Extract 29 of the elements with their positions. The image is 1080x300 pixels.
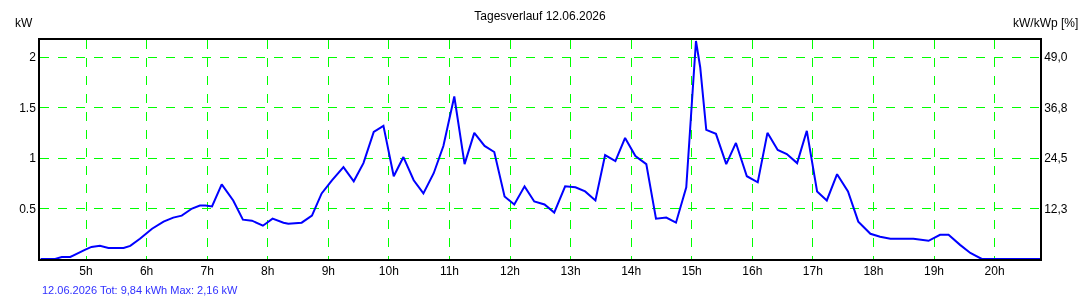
x-tick-label: 20h: [984, 264, 1005, 279]
text: 12.06.2026 Tot: 9,84 kWh Max: 2,16 kW: [42, 284, 239, 296]
y2-tick-label: 24,5: [1044, 151, 1068, 166]
y2-tick-label: 49,0: [1044, 50, 1068, 65]
x-tick-label: 17h: [802, 264, 823, 279]
x-tick-label: 6h: [139, 264, 154, 279]
chart-title: Tagesverlauf 12.06.2026: [474, 9, 607, 24]
line-series: [40, 40, 1040, 259]
x-tick-label: 10h: [378, 264, 399, 279]
x-tick-label: 11h: [439, 264, 460, 279]
y-tick-label: 0.5: [19, 201, 37, 216]
x-tick-label: 13h: [560, 264, 581, 279]
x-tick-label: 18h: [863, 264, 884, 279]
y-tick-label: 1.5: [19, 100, 37, 115]
x-tick-label: 16h: [742, 264, 763, 279]
x-tick-label: 5h: [79, 264, 93, 279]
y2-axis-title: kW/kWp [%]: [1013, 16, 1079, 30]
x-tick-label: 8h: [261, 264, 275, 279]
y-tick-label: 1: [29, 151, 37, 166]
y2-tick-label: 36,8: [1044, 100, 1068, 115]
x-tick-label: 9h: [321, 264, 335, 279]
x-tick-label: 14h: [621, 264, 642, 279]
y-axis-title: kW: [15, 16, 33, 30]
y-tick-label: 2: [29, 50, 37, 65]
x-tick-label: 7h: [200, 264, 214, 279]
y2-tick-label: 12,3: [1044, 201, 1068, 216]
x-tick-label: 15h: [681, 264, 702, 279]
x-tick-label: 19h: [923, 264, 945, 279]
x-tick-label: 12h: [500, 264, 521, 279]
